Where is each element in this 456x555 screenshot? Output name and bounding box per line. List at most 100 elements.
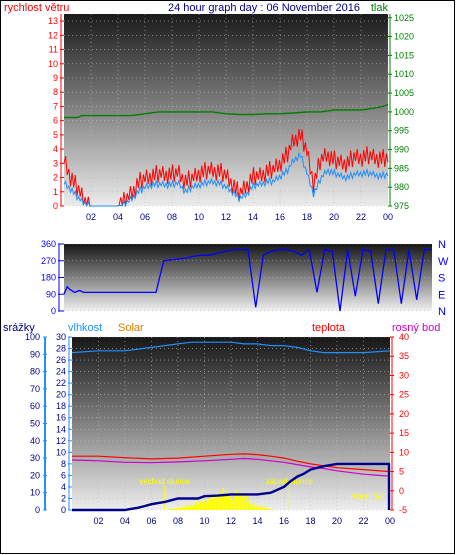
- rain-tick-label: 50: [30, 419, 40, 429]
- time-tick-label: 04: [113, 212, 123, 222]
- time-tick-label: 20: [332, 516, 342, 526]
- humidity-tick-label: 8: [61, 459, 66, 469]
- humidity-tick-label: 30: [56, 332, 66, 342]
- wind-tick-label: 1: [53, 187, 58, 197]
- direction-tick-label: 270: [41, 256, 56, 266]
- rain-tick-label: 80: [30, 367, 40, 377]
- humidity-tick-label: 20: [56, 390, 66, 400]
- compass-label: E: [438, 289, 445, 301]
- compass-label: N: [438, 306, 446, 318]
- rain-axis-label: srážky: [3, 322, 35, 334]
- annotation-label: Moon Set: [350, 492, 385, 501]
- pressure-tick-label: 1015: [394, 50, 414, 60]
- rain-tick-label: 40: [30, 436, 40, 446]
- humidity-tick-label: 10: [56, 447, 66, 457]
- humidity-tick-label: 0: [61, 505, 66, 515]
- humidity-tick-label: 4: [61, 482, 66, 492]
- pressure-tick-label: 985: [394, 163, 409, 173]
- wind-tick-label: 3: [53, 158, 58, 168]
- wind-axis-label: rychlost větru: [4, 2, 69, 14]
- humidity-tick-label: 6: [61, 470, 66, 480]
- wind-tick-label: 0: [53, 201, 58, 211]
- time-tick-label: 10: [199, 516, 209, 526]
- humidity-tick-label: 28: [56, 344, 66, 354]
- time-tick-label: 00: [385, 516, 395, 526]
- pressure-tick-label: 975: [394, 201, 409, 211]
- chart-title: 24 hour graph day : 06 November 2016: [168, 2, 360, 14]
- time-tick-label: 08: [167, 212, 177, 222]
- pressure-axis-label: tlak: [371, 2, 389, 14]
- humidity-line: [71, 341, 391, 354]
- rain-tick-label: 90: [30, 349, 40, 359]
- temperature-tick-label: 40: [399, 332, 409, 342]
- humidity-tick-label: 14: [56, 424, 66, 434]
- time-tick-label: 00: [383, 212, 393, 222]
- annotation-label: Moon Rise: [212, 493, 251, 502]
- time-tick-label: 02: [93, 516, 103, 526]
- humidity-tick-label: 22: [56, 378, 66, 388]
- humidity-axis-label: vlhkost: [68, 322, 102, 334]
- pressure-line: [64, 103, 389, 119]
- pressure-tick-label: 980: [394, 182, 409, 192]
- wind-tick-label: 12: [48, 30, 58, 40]
- pressure-tick-label: 1010: [394, 69, 414, 79]
- wind-direction-line: [63, 248, 432, 312]
- solar-axis-label: Solar: [118, 322, 144, 334]
- humidity-tick-label: 24: [56, 367, 66, 377]
- time-tick-label: 22: [358, 516, 368, 526]
- dewpoint-line: [71, 457, 391, 477]
- wind-tick-label: 8: [53, 87, 58, 97]
- direction-tick-label: 360: [41, 239, 56, 249]
- humidity-tick-label: 18: [56, 401, 66, 411]
- humidity-tick-label: 16: [56, 413, 66, 423]
- temperature-tick-label: 15: [399, 428, 409, 438]
- pressure-tick-label: 1005: [394, 88, 414, 98]
- rain-tick-label: 60: [30, 401, 40, 411]
- direction-tick-label: 90: [46, 289, 56, 299]
- wind-tick-label: 6: [53, 116, 58, 126]
- rain-tick-label: 70: [30, 384, 40, 394]
- wind-tick-label: 9: [53, 73, 58, 83]
- time-tick-label: 22: [356, 212, 366, 222]
- rain-line: [72, 462, 390, 512]
- wind-average-line: [63, 151, 389, 208]
- time-tick-label: 16: [275, 212, 285, 222]
- temperature-tick-label: 10: [399, 447, 409, 457]
- rain-tick-label: 20: [30, 470, 40, 480]
- temperature-axis-label: teplota: [312, 322, 346, 334]
- pressure-tick-label: 995: [394, 126, 409, 136]
- time-tick-label: 12: [226, 516, 236, 526]
- wind-tick-label: 7: [53, 101, 58, 111]
- compass-label: W: [438, 256, 449, 268]
- rain-tick-label: 100: [25, 332, 40, 342]
- temperature-tick-label: 0: [399, 486, 404, 496]
- compass-label: N: [438, 239, 446, 251]
- time-tick-label: 14: [248, 212, 258, 222]
- rain-tick-label: 10: [30, 488, 40, 498]
- dewpoint-axis-label: rosný bod: [392, 322, 440, 334]
- wind-tick-label: 13: [48, 16, 58, 26]
- direction-tick-label: 0: [51, 306, 56, 316]
- humidity-tick-label: 12: [56, 436, 66, 446]
- wind-tick-label: 5: [53, 130, 58, 140]
- direction-tick-label: 180: [41, 273, 56, 283]
- time-tick-label: 04: [120, 516, 130, 526]
- time-tick-label: 16: [279, 516, 289, 526]
- pressure-tick-label: 1025: [394, 13, 414, 23]
- time-tick-label: 18: [305, 516, 315, 526]
- time-tick-label: 06: [140, 212, 150, 222]
- wind-tick-label: 10: [48, 59, 58, 69]
- time-tick-label: 14: [252, 516, 262, 526]
- wind-tick-label: 2: [53, 173, 58, 183]
- pressure-tick-label: 1020: [394, 32, 414, 42]
- temperature-plot-area: [72, 337, 390, 510]
- temperature-tick-label: 30: [399, 370, 409, 380]
- rain-tick-label: 30: [30, 453, 40, 463]
- annotation-label: východ slunce: [139, 477, 190, 486]
- wind-tick-label: 11: [49, 45, 58, 55]
- humidity-tick-label: 26: [56, 355, 66, 365]
- time-tick-label: 20: [329, 212, 339, 222]
- rain-tick-label: 0: [35, 505, 40, 515]
